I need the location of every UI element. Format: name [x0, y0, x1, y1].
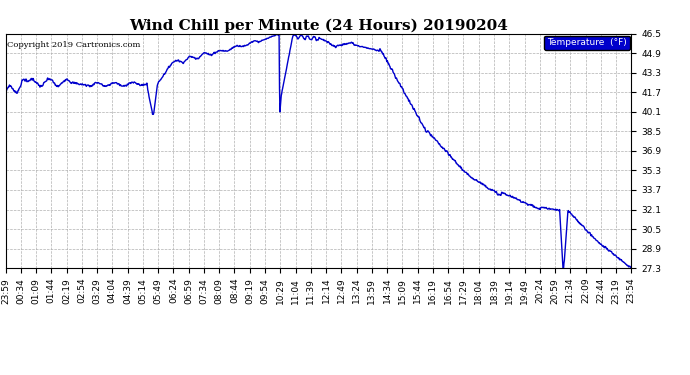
Title: Wind Chill per Minute (24 Hours) 20190204: Wind Chill per Minute (24 Hours) 2019020… — [129, 18, 508, 33]
Text: Copyright 2019 Cartronics.com: Copyright 2019 Cartronics.com — [7, 41, 140, 49]
Legend: Temperature  (°F): Temperature (°F) — [544, 36, 629, 50]
